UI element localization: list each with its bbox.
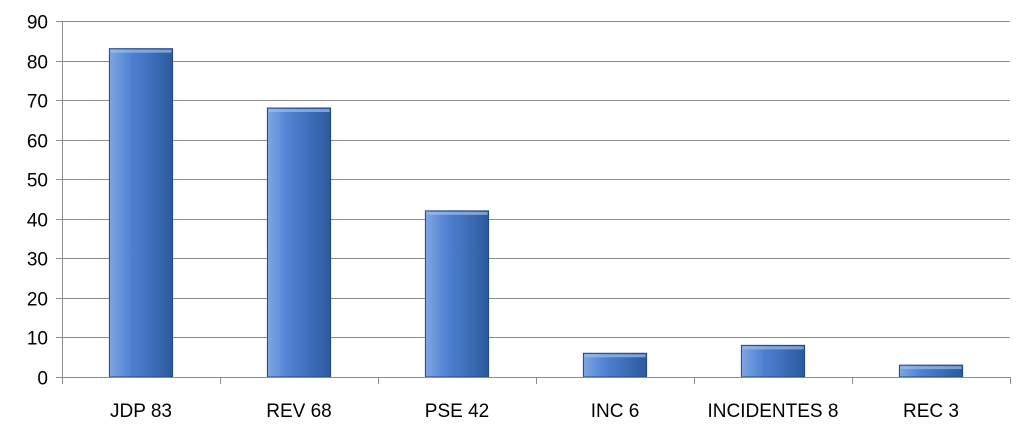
bars <box>108 48 964 378</box>
y-tick-label-50: 50 <box>27 171 48 192</box>
bar-highlight-3 <box>584 354 646 358</box>
x-tick-label-4: INCIDENTES 8 <box>708 401 839 422</box>
bar-rev-68 <box>266 107 332 378</box>
axes <box>56 21 1011 384</box>
x-tick-label-3: INC 6 <box>591 401 640 422</box>
y-tick-label-90: 90 <box>27 13 48 34</box>
x-tick-label-1: REV 68 <box>266 401 331 422</box>
bar-highlight-5 <box>900 366 962 370</box>
y-tick-label-10: 10 <box>27 329 48 350</box>
bar-highlight-0 <box>110 49 172 53</box>
y-tick-label-30: 30 <box>27 250 48 271</box>
bar-highlight-1 <box>268 109 330 113</box>
gridlines <box>62 21 1010 338</box>
bar-pse-42 <box>424 210 490 378</box>
y-tick-label-40: 40 <box>27 211 48 232</box>
x-tick-labels: JDP 83 REV 68 PSE 42 INC 6 INCIDENTES 8 REC 3 <box>110 401 959 422</box>
y-tick-labels: 0 10 20 30 40 50 60 70 80 90 <box>27 13 48 390</box>
bar-jdp-83 <box>108 48 174 378</box>
y-tick-label-60: 60 <box>27 132 48 153</box>
y-tick-label-20: 20 <box>27 290 48 311</box>
y-tick-label-80: 80 <box>27 53 48 74</box>
y-tick-label-0: 0 <box>37 369 48 390</box>
y-tick-label-70: 70 <box>27 92 48 113</box>
bar-highlight-4 <box>742 346 804 350</box>
x-tick-label-5: REC 3 <box>903 401 959 422</box>
x-tick-label-2: PSE 42 <box>425 401 489 422</box>
bar-highlight-2 <box>426 211 488 215</box>
bar-incidentes-8 <box>740 344 806 378</box>
x-tick-label-0: JDP 83 <box>110 401 172 422</box>
